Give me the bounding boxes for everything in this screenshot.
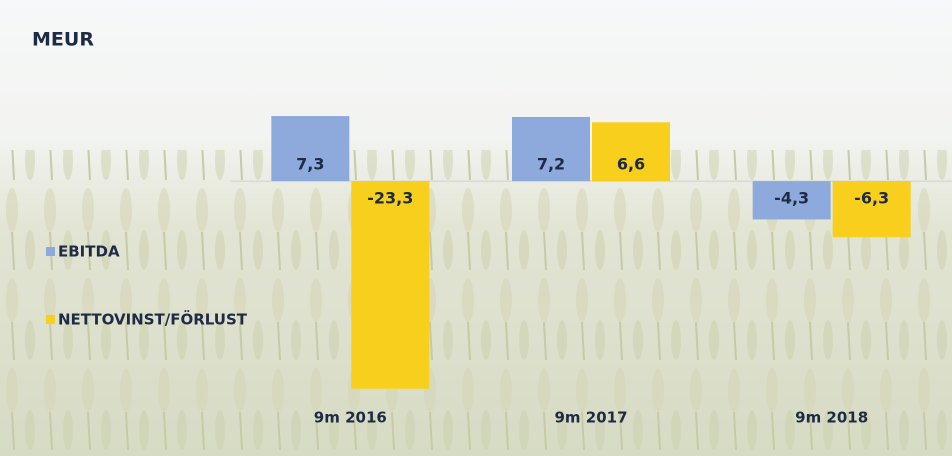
legend-label: EBITDA — [58, 243, 120, 261]
value-label: -4,3 — [774, 189, 809, 208]
x-tick-label: 9m 2016 — [314, 409, 387, 427]
value-label: -6,3 — [854, 189, 889, 208]
value-label: 7,2 — [537, 155, 565, 174]
bar — [592, 122, 670, 182]
bar — [351, 181, 430, 389]
legend-swatch — [46, 247, 55, 256]
x-tick-label: 9m 2017 — [554, 409, 627, 427]
value-label: 6,6 — [617, 155, 645, 174]
bar — [512, 116, 590, 182]
legend-swatch — [46, 315, 55, 324]
bar — [752, 181, 831, 220]
legend-label: NETTOVINST/FÖRLUST — [58, 310, 248, 329]
x-tick-label: 9m 2018 — [795, 409, 868, 427]
value-label: -23,3 — [367, 189, 413, 208]
bar — [271, 116, 350, 182]
bar — [832, 181, 911, 238]
chart-title: MEUR — [32, 29, 94, 51]
value-label: 7,3 — [296, 155, 324, 174]
